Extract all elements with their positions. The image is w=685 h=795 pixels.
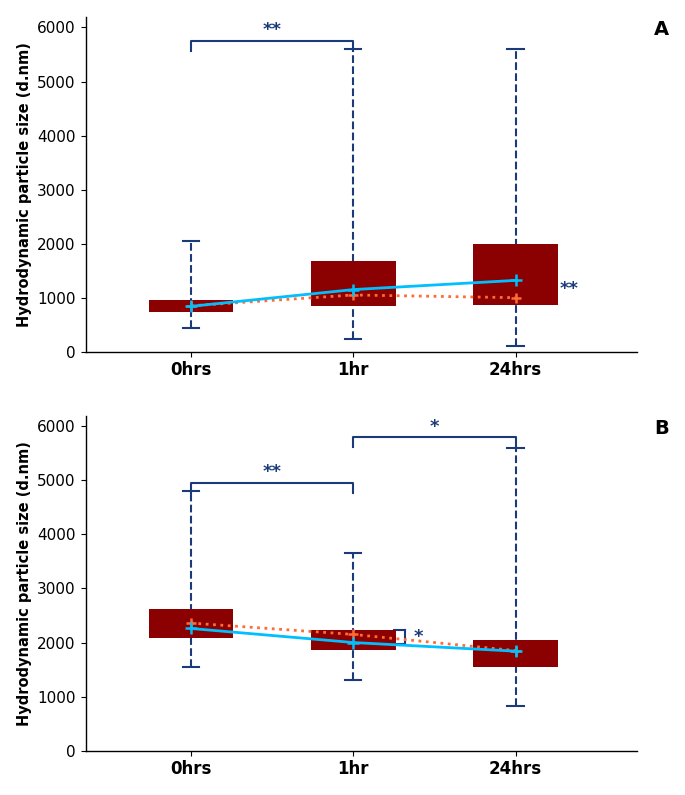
Bar: [311, 630, 395, 650]
Bar: [473, 243, 558, 304]
Text: B: B: [654, 419, 669, 438]
Text: *: *: [429, 417, 439, 436]
Bar: [149, 609, 233, 638]
Bar: [473, 640, 558, 667]
Y-axis label: Hydrodynamic particle size (d.nm): Hydrodynamic particle size (d.nm): [16, 42, 32, 327]
Text: **: **: [262, 21, 282, 40]
Bar: [311, 261, 395, 306]
Text: A: A: [654, 20, 669, 39]
Bar: [149, 300, 233, 312]
Text: *: *: [413, 627, 423, 646]
Text: **: **: [560, 280, 578, 298]
Text: **: **: [262, 463, 282, 482]
Y-axis label: Hydrodynamic particle size (d.nm): Hydrodynamic particle size (d.nm): [16, 440, 32, 726]
